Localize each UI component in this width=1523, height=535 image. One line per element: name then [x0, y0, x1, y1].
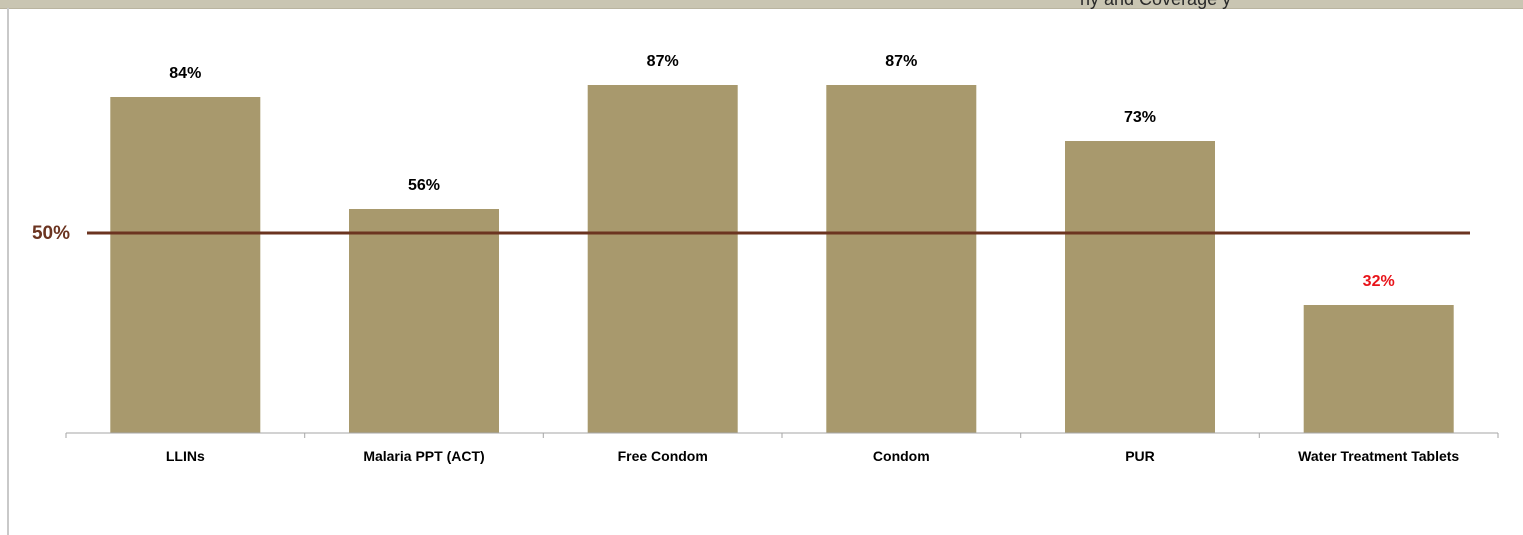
x-tick-label: Malaria PPT (ACT) [363, 448, 484, 464]
data-label-1: 84% [169, 65, 201, 82]
x-tick-label: Condom [873, 448, 930, 464]
bar-2 [349, 209, 499, 433]
x-tick-label: PUR [1125, 448, 1155, 464]
left-border [7, 8, 9, 535]
labels-layer: 84% 56% 87% 87% 73% 32% [169, 53, 1394, 290]
data-label-5: 73% [1124, 109, 1156, 126]
data-label-6: 32% [1363, 273, 1395, 290]
bar-3 [587, 85, 738, 433]
x-tick-label: Water Treatment Tablets [1298, 448, 1459, 464]
top-band-text: hy and Coverage y [1080, 0, 1231, 10]
bar-6 [1303, 305, 1454, 433]
data-label-2: 56% [408, 177, 440, 194]
reference-line-layer: 50% [32, 223, 1470, 244]
data-label-4: 87% [885, 53, 917, 70]
bar-5 [1065, 141, 1215, 433]
reference-line-label: 50% [32, 223, 70, 244]
data-label-3: 87% [647, 53, 679, 70]
x-tick-label: Free Condom [618, 448, 708, 464]
x-axis: LLINs Malaria PPT (ACT) Free Condom Condom P… [65, 432, 1499, 464]
top-band: hy and Coverage y [0, 0, 1523, 9]
x-tick-label: LLINs [166, 448, 205, 464]
bar-4 [826, 85, 977, 433]
bars-layer [110, 85, 1454, 433]
bar-1 [110, 97, 261, 433]
